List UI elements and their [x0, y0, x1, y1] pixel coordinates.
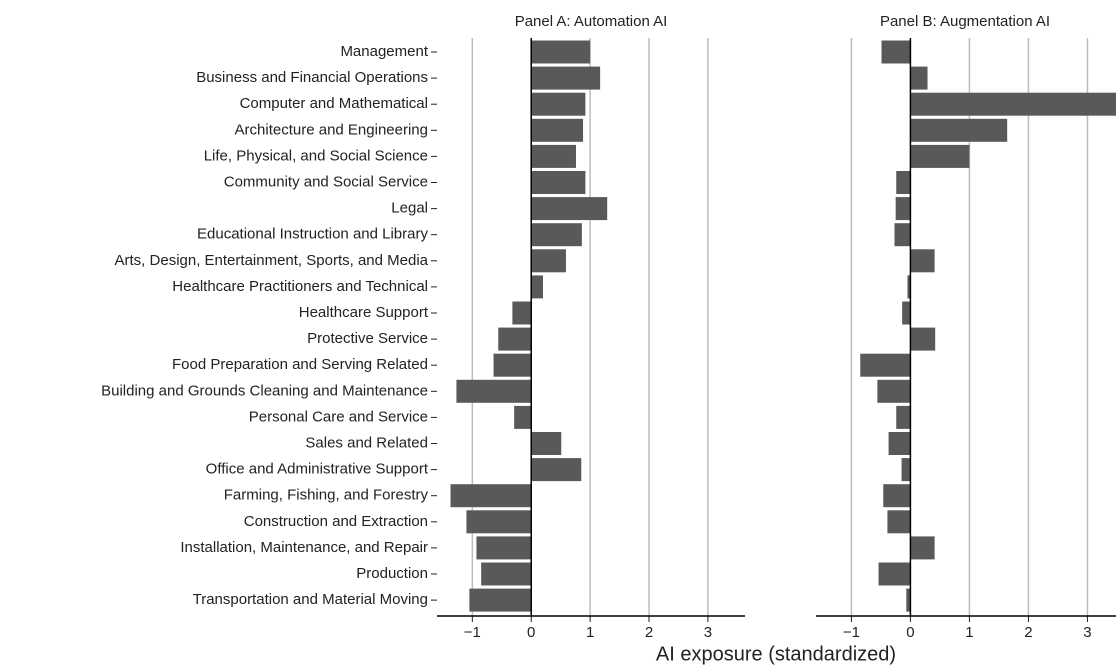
- y-tick-label: Architecture and Engineering: [235, 121, 428, 138]
- bar: [476, 536, 532, 560]
- x-tick-label: 2: [645, 624, 653, 641]
- bar: [896, 405, 911, 429]
- bar: [910, 118, 1008, 142]
- bar: [907, 275, 911, 299]
- bar: [910, 327, 936, 351]
- y-tick-label: Personal Care and Service: [249, 408, 428, 425]
- bar: [906, 588, 911, 612]
- bar: [456, 379, 532, 403]
- x-tick-label: 1: [965, 624, 973, 641]
- bar: [910, 92, 1116, 116]
- panel-title: Panel B: Augmentation AI: [880, 13, 1050, 30]
- bar: [531, 223, 582, 247]
- x-axis-label: AI exposure (standardized): [656, 643, 896, 665]
- y-tick-label: Installation, Maintenance, and Repair: [180, 539, 428, 556]
- bar: [894, 223, 911, 247]
- bar: [493, 353, 532, 377]
- bar: [902, 301, 911, 325]
- y-tick-label: Construction and Extraction: [244, 513, 428, 530]
- bar: [860, 353, 911, 377]
- y-tick-label: Sales and Related: [305, 434, 428, 451]
- y-tick-label: Healthcare Practitioners and Technical: [172, 278, 428, 295]
- y-tick-label: Computer and Mathematical: [240, 95, 428, 112]
- bar: [512, 301, 532, 325]
- bar: [888, 432, 911, 455]
- bar: [531, 458, 582, 482]
- bars: [450, 40, 608, 612]
- bar: [531, 249, 566, 273]
- x-tick-label: 1: [586, 624, 594, 641]
- x-tick-label: 0: [906, 624, 914, 641]
- y-tick-label: Office and Administrative Support: [206, 461, 429, 478]
- x-tick-label: 0: [527, 624, 535, 641]
- bar: [531, 171, 586, 194]
- x-tick-label: −1: [843, 624, 860, 641]
- bar: [910, 536, 935, 560]
- bar: [531, 40, 591, 64]
- bar: [531, 144, 576, 168]
- bar: [878, 562, 911, 586]
- y-tick-label: Management: [340, 43, 428, 60]
- y-tick-label: Healthcare Support: [299, 304, 429, 321]
- x-tick-label: 3: [704, 624, 712, 641]
- y-tick-label: Business and Financial Operations: [196, 69, 428, 86]
- bars: [860, 40, 1116, 612]
- bar: [531, 118, 584, 142]
- bar: [883, 484, 911, 508]
- bar: [466, 510, 532, 534]
- y-tick-label: Transportation and Material Moving: [193, 591, 428, 608]
- y-tick-label: Production: [356, 565, 428, 582]
- y-tick-label: Farming, Fishing, and Forestry: [224, 487, 429, 504]
- bar: [901, 458, 911, 482]
- bar: [895, 197, 911, 221]
- bar: [887, 510, 911, 534]
- y-tick-label: Food Preparation and Serving Related: [172, 356, 428, 373]
- bar: [531, 197, 608, 221]
- bar: [910, 249, 935, 273]
- panel-title: Panel A: Automation AI: [515, 13, 668, 30]
- x-tick-label: 3: [1083, 624, 1091, 641]
- y-tick-label: Protective Service: [307, 330, 428, 347]
- y-tick-label: Educational Instruction and Library: [197, 226, 428, 243]
- y-tick-label: Legal: [391, 200, 428, 217]
- bar: [514, 405, 532, 429]
- bar: [531, 92, 586, 116]
- x-tick-label: −1: [464, 624, 481, 641]
- y-tick-label: Community and Social Service: [224, 173, 428, 190]
- bar: [910, 66, 928, 90]
- bar: [481, 562, 532, 586]
- bar: [531, 432, 562, 455]
- bar: [498, 327, 532, 351]
- bar: [469, 588, 532, 612]
- bar: [910, 144, 970, 168]
- bar: [531, 66, 601, 90]
- bar: [896, 171, 911, 194]
- y-tick-label: Arts, Design, Entertainment, Sports, and…: [115, 252, 429, 269]
- bar: [531, 275, 544, 299]
- y-tick-label: Building and Grounds Cleaning and Mainte…: [101, 382, 428, 399]
- y-tick-label: Life, Physical, and Social Science: [204, 147, 428, 164]
- bar: [877, 379, 911, 403]
- bar: [881, 40, 911, 64]
- bar: [450, 484, 532, 508]
- x-tick-label: 2: [1024, 624, 1032, 641]
